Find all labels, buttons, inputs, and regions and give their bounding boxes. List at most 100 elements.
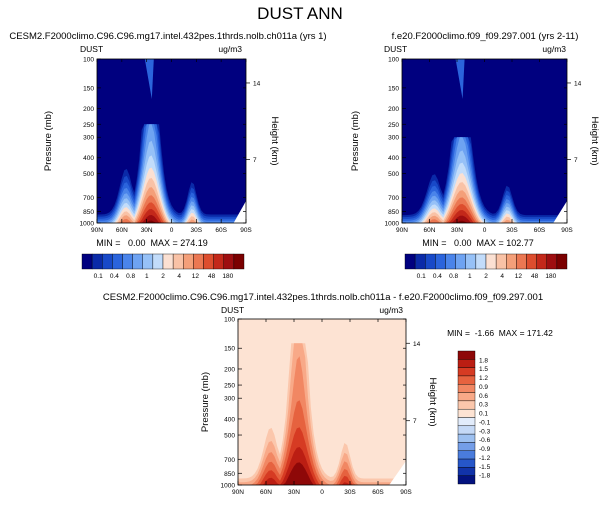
left-x-tick-label: 60N (116, 227, 128, 234)
colorbar-label: 0.1 (94, 273, 103, 280)
colorbar-label: 180 (222, 273, 233, 280)
right-terrain-mask (553, 201, 567, 223)
colorbar-swatch (404, 253, 416, 270)
colorbar-label: 1.2 (479, 375, 488, 382)
diff-y-tick-label: 1000 (221, 483, 236, 490)
right-y-tick-label: 300 (388, 135, 399, 142)
diff-y-tick-label: 500 (224, 433, 235, 440)
colorbar-swatch (457, 433, 476, 443)
colorbar-swatch (457, 450, 476, 460)
colorbar-label: 0.9 (479, 384, 488, 391)
colorbar-swatch (193, 253, 204, 270)
right-contour-fill (402, 59, 567, 223)
diff-axes: 100 150 200 250 300 400 500 700 850 1000 14 7 90N 60N… (221, 317, 421, 497)
right-y-tick-label: 400 (388, 155, 399, 162)
colorbar-label: 1.8 (479, 357, 488, 364)
diff-y-tick-label: 100 (224, 317, 235, 324)
colorbar-swatch (485, 253, 497, 270)
diff-colorbar: 1.8 1.5 1.2 0.9 0.6 0.3 0.1-0.1 -0.3 -0.6 -0.9 -1.… (457, 350, 491, 485)
diff-x-tick-label: 90N (232, 489, 244, 496)
colorbar-label: 12 (192, 273, 200, 280)
diff-y-tick-label: 700 (224, 457, 235, 464)
right-y-tick-label: 250 (388, 122, 399, 129)
left-y2-axis-label: Height (km) (269, 116, 280, 165)
colorbar-swatch (465, 253, 477, 270)
panel-right: f.e20.F2000climo.f09_f09.297.001 (yrs 2-… (350, 31, 600, 280)
diff-y-axis-label: Pressure (mb) (200, 372, 211, 432)
colorbar-swatch (495, 253, 507, 270)
colorbar-swatch (457, 359, 476, 368)
diff-x-tick-label: 90S (400, 489, 412, 496)
diff-y-tick-label: 300 (224, 396, 235, 403)
colorbar-swatch (457, 367, 476, 377)
colorbar-label: 0.8 (449, 273, 458, 280)
colorbar-label: -0.3 (479, 428, 491, 435)
diff-field-label: DUST (221, 305, 244, 315)
colorbar-swatch (112, 253, 123, 270)
colorbar-swatch (457, 458, 476, 468)
left-x-tick-label: 60S (215, 227, 227, 234)
diff-plot-title: CESM2.F2000climo.C96.C96.mg17.intel.432p… (103, 292, 543, 303)
colorbar-swatch (132, 253, 143, 270)
left-y-tick-label: 100 (83, 57, 94, 64)
colorbar-swatch (457, 475, 476, 485)
colorbar-label: 2 (161, 273, 165, 280)
left-y-tick-label: 150 (83, 85, 94, 92)
colorbar-label: 48 (208, 273, 216, 280)
diff-y-tick-label: 400 (224, 416, 235, 423)
left-x-tick-label: 0 (170, 227, 174, 234)
diff-x-tick-label: 0 (320, 489, 324, 496)
colorbar-label: 0.8 (126, 273, 135, 280)
colorbar-label: 180 (545, 273, 556, 280)
colorbar-label: 2 (484, 273, 488, 280)
colorbar-swatch (546, 253, 558, 270)
colorbar-swatch (223, 253, 235, 270)
colorbar-swatch (556, 253, 568, 270)
right-plot-title: f.e20.F2000climo.f09_f09.297.001 (yrs 2-… (392, 31, 579, 42)
left-y-axis-label: Pressure (mb) (43, 111, 54, 171)
colorbar-label: 1 (145, 273, 149, 280)
left-x-tick-label: 90S (240, 227, 252, 234)
colorbar-swatch (183, 253, 194, 270)
colorbar-swatch (516, 253, 527, 270)
diff-units-label: ug/m3 (379, 305, 403, 315)
left-colorbar: 0.1 0.4 0.8 1 2 4 12 48 180 (81, 253, 245, 280)
colorbar-swatch (455, 253, 466, 270)
colorbar-label: 1.5 (479, 366, 488, 373)
left-contour-level (97, 124, 246, 223)
colorbar-swatch (172, 253, 184, 270)
colorbar-swatch (152, 253, 164, 270)
panel-left: CESM2.F2000climo.C96.C96.mg17.intel.432p… (9, 31, 326, 280)
diff-y-tick-label: 150 (224, 346, 235, 353)
right-stats: MIN = 0.00 MAX = 102.77 (422, 238, 534, 248)
colorbar-swatch (414, 253, 426, 270)
colorbar-swatch (213, 253, 224, 270)
right-x-tick-label: 30S (506, 227, 518, 234)
colorbar-label: 0.6 (479, 393, 488, 400)
right-contour-level (402, 137, 567, 223)
colorbar-label: -1.2 (479, 455, 491, 462)
diff-y-tick-label: 850 (224, 471, 235, 478)
colorbar-label: 48 (531, 273, 539, 280)
colorbar-label: 0.1 (479, 411, 488, 418)
right-y2-axis-label: Height (km) (589, 116, 600, 165)
colorbar-swatch (457, 408, 476, 418)
colorbar-swatch (91, 253, 103, 270)
diff-x-tick-label: 60N (260, 489, 272, 496)
colorbar-label: -0.1 (479, 419, 491, 426)
colorbar-swatch (526, 253, 537, 270)
left-y-tick-label: 1000 (80, 221, 95, 228)
colorbar-swatch (203, 253, 214, 270)
diff-x-tick-label: 30N (288, 489, 300, 496)
colorbar-swatch (457, 417, 476, 427)
left-contour-level (144, 59, 154, 99)
colorbar-label: -0.6 (479, 437, 491, 444)
colorbar-label: 0.1 (417, 273, 426, 280)
left-contour-fill (97, 59, 246, 223)
right-field-label: DUST (384, 44, 407, 54)
left-y-tick-label: 300 (83, 135, 94, 142)
diff-x-tick-label: 30S (344, 489, 356, 496)
diff-stats: MIN = -1.66 MAX = 171.42 (447, 328, 553, 338)
left-units-label: ug/m3 (218, 44, 242, 54)
right-x-tick-label: 30N (451, 227, 463, 234)
